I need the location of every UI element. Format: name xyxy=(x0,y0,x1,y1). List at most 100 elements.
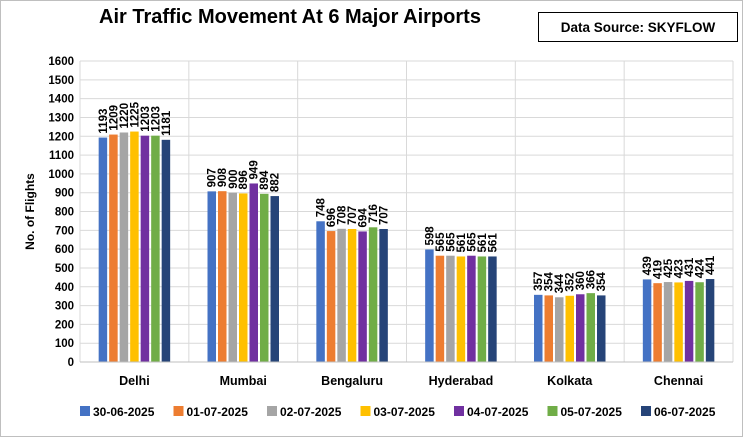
bar-chennai-4 xyxy=(684,280,694,362)
data-label: 561 xyxy=(477,233,489,253)
bar-delhi-5 xyxy=(151,135,160,362)
legend-swatch xyxy=(360,406,371,416)
bar-hyderabad-5 xyxy=(477,256,487,362)
y-tick-label: 0 xyxy=(68,357,74,369)
data-label: 949 xyxy=(249,160,261,179)
data-label: 1220 xyxy=(119,103,131,129)
bar-kolkata-6 xyxy=(597,295,606,362)
bar-hyderabad-3 xyxy=(456,256,466,362)
category-label: Delhi xyxy=(119,374,150,388)
bar-bengaluru-0 xyxy=(316,221,325,362)
category-label: Chennai xyxy=(654,374,703,388)
data-label: 431 xyxy=(684,257,696,277)
chart-title: Air Traffic Movement At 6 Major Airports xyxy=(99,6,481,28)
y-tick-label: 600 xyxy=(55,244,74,256)
bar-hyderabad-4 xyxy=(467,255,476,362)
y-tick-label: 400 xyxy=(55,282,74,294)
data-label: 716 xyxy=(368,204,380,223)
data-label: 425 xyxy=(663,258,675,278)
data-label: 708 xyxy=(337,205,349,225)
bar-bengaluru-5 xyxy=(368,227,378,362)
y-tick-label: 1500 xyxy=(48,75,74,87)
bar-bengaluru-1 xyxy=(326,231,336,362)
y-tick-label: 1000 xyxy=(48,169,74,181)
bar-bengaluru-3 xyxy=(347,228,357,362)
bar-hyderabad-1 xyxy=(435,255,445,362)
data-label: 907 xyxy=(207,168,219,187)
bar-kolkata-4 xyxy=(576,294,585,362)
y-tick-label: 1300 xyxy=(48,112,74,124)
bar-mumbai-3 xyxy=(239,193,248,362)
legend-label: 06-07-2025 xyxy=(654,405,716,419)
data-label: 360 xyxy=(575,271,587,290)
bar-bengaluru-6 xyxy=(379,228,388,362)
bar-chennai-2 xyxy=(663,282,673,362)
legend-label: 02-07-2025 xyxy=(280,405,342,419)
data-label: 565 xyxy=(445,232,457,252)
data-label: 1203 xyxy=(150,106,162,132)
y-tick-label: 1100 xyxy=(49,150,74,162)
y-tick-label: 1200 xyxy=(48,131,74,143)
data-label: 357 xyxy=(533,272,545,291)
data-label: 441 xyxy=(705,255,717,275)
data-label: 354 xyxy=(544,272,556,292)
bar-mumbai-6 xyxy=(270,196,279,362)
category-label: Hyderabad xyxy=(429,374,494,388)
legend-swatch xyxy=(641,406,651,416)
bar-mumbai-5 xyxy=(260,193,269,362)
bar-delhi-2 xyxy=(119,132,129,362)
bar-mumbai-0 xyxy=(207,191,216,362)
bar-hyderabad-0 xyxy=(425,249,434,362)
data-label: 1203 xyxy=(140,106,152,132)
data-label: 696 xyxy=(326,208,338,227)
data-source-box: Data Source: SKYFLOW xyxy=(538,12,738,42)
bar-hyderabad-2 xyxy=(446,255,455,362)
data-label: 419 xyxy=(653,260,665,279)
legend: 30-06-2025 01-07-2025 02-07-2025 03-07-2025… xyxy=(80,405,716,419)
bar-mumbai-2 xyxy=(228,192,237,362)
bar-mumbai-1 xyxy=(218,191,227,362)
bars: 1193120912201225120312031181907908900896… xyxy=(98,101,717,362)
bar-kolkata-3 xyxy=(565,295,574,362)
y-tick-label: 900 xyxy=(55,188,74,200)
legend-swatch xyxy=(454,406,464,416)
data-label: 561 xyxy=(487,233,499,253)
y-tick-label: 700 xyxy=(55,225,74,237)
gridlines xyxy=(79,60,734,363)
y-tick-label: 1400 xyxy=(48,94,74,106)
y-tick-label: 1600 xyxy=(48,56,74,68)
bar-delhi-6 xyxy=(161,139,171,362)
data-label: 1181 xyxy=(161,110,173,136)
y-tick-label: 100 xyxy=(55,338,74,350)
legend-label: 04-07-2025 xyxy=(467,405,529,419)
bar-delhi-4 xyxy=(140,135,150,362)
data-label: 561 xyxy=(456,233,468,253)
bar-kolkata-0 xyxy=(534,294,543,362)
data-label: 565 xyxy=(466,232,478,252)
data-label: 424 xyxy=(695,258,707,278)
bar-chennai-0 xyxy=(642,279,652,362)
bar-kolkata-1 xyxy=(544,295,553,362)
legend-label: 30-06-2025 xyxy=(93,405,155,419)
bar-kolkata-5 xyxy=(586,293,595,362)
legend-label: 01-07-2025 xyxy=(187,405,249,419)
legend-swatch xyxy=(547,406,558,416)
bar-bengaluru-2 xyxy=(337,228,346,362)
category-label: Bengaluru xyxy=(321,374,383,388)
data-label: 366 xyxy=(586,270,598,289)
y-tick-label: 200 xyxy=(55,319,74,331)
data-label: 354 xyxy=(596,272,608,292)
legend-swatch xyxy=(80,406,90,416)
y-tick-label: 300 xyxy=(55,301,74,313)
bar-bengaluru-4 xyxy=(358,231,367,362)
data-label: 707 xyxy=(379,206,391,225)
bar-chennai-1 xyxy=(653,283,662,362)
bar-delhi-0 xyxy=(98,137,108,362)
data-label: 352 xyxy=(565,273,577,292)
data-label: 423 xyxy=(674,259,686,278)
data-label: 1225 xyxy=(129,101,141,127)
data-label: 565 xyxy=(435,232,447,252)
bar-delhi-3 xyxy=(130,131,139,362)
data-label: 1209 xyxy=(108,105,120,131)
